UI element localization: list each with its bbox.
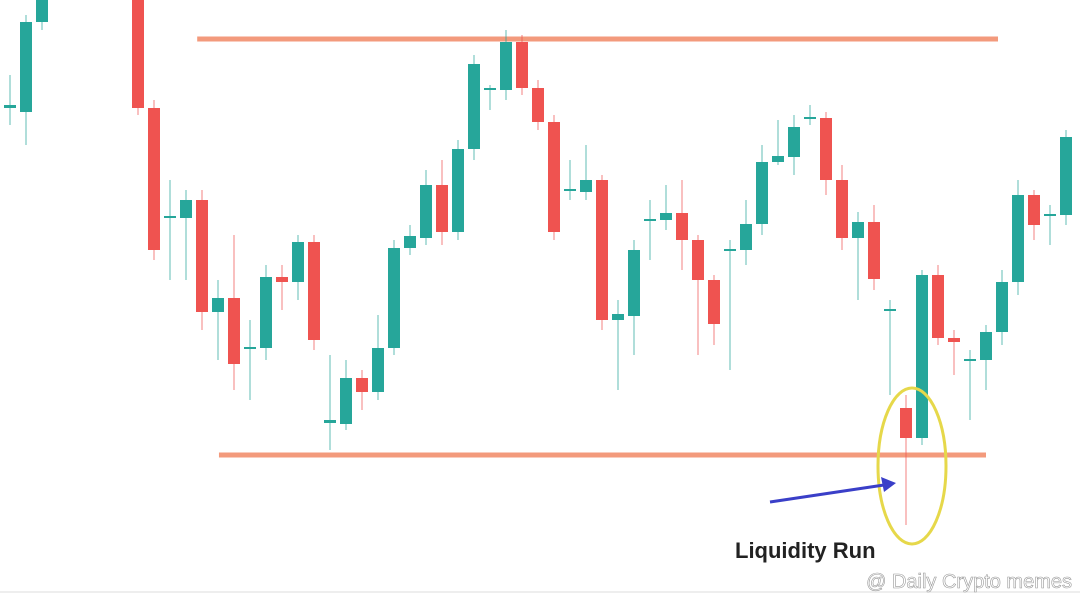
candle-body <box>1060 137 1072 215</box>
candle-body <box>340 378 352 424</box>
candle-body <box>148 108 160 250</box>
candle-body <box>612 314 624 320</box>
candle-body <box>548 122 560 232</box>
candle-body <box>980 332 992 360</box>
candle-body <box>132 0 144 108</box>
candle-body <box>772 156 784 162</box>
candle-body <box>788 127 800 157</box>
candle-body <box>964 359 976 361</box>
candle-body <box>196 200 208 312</box>
candle-body <box>372 348 384 392</box>
candle-body <box>404 236 416 248</box>
candle-body <box>420 185 432 238</box>
candle-body <box>532 88 544 122</box>
candle-body <box>900 408 912 438</box>
candle-body <box>180 200 192 218</box>
candle-body <box>676 213 688 240</box>
candle-body <box>228 298 240 364</box>
annotation: Liquidity Run <box>735 538 876 563</box>
candle-body <box>884 309 896 311</box>
candle-body <box>708 280 720 324</box>
candle-body <box>820 118 832 180</box>
candle-body <box>740 224 752 250</box>
candle-body <box>580 180 592 192</box>
candle-body <box>4 105 16 108</box>
candle-body <box>324 420 336 423</box>
candle-body <box>292 242 304 282</box>
candle-body <box>164 216 176 218</box>
candle-body <box>500 42 512 90</box>
candle-body <box>308 242 320 340</box>
candle-body <box>516 42 528 88</box>
candle-body <box>36 0 48 22</box>
candle-body <box>1044 214 1056 216</box>
candle-body <box>260 277 272 348</box>
candle-body <box>244 347 256 349</box>
candle-body <box>756 162 768 224</box>
candle-body <box>276 277 288 282</box>
candle-body <box>1012 195 1024 282</box>
candle-body <box>804 117 816 119</box>
candle-body <box>948 338 960 342</box>
candle-body <box>596 180 608 320</box>
candle-body <box>20 22 32 112</box>
candle-body <box>724 249 736 251</box>
candle-body <box>836 180 848 238</box>
highlight-ellipse <box>876 386 948 546</box>
candle-body <box>564 189 576 191</box>
candle-body <box>660 213 672 220</box>
levels <box>197 36 998 458</box>
candle-body <box>644 219 656 221</box>
candle-body <box>868 222 880 279</box>
arrow-shaft <box>769 483 885 504</box>
candle-body <box>692 240 704 280</box>
candle-body <box>212 298 224 312</box>
watermark: @ Daily Crypto memes <box>866 571 1072 593</box>
candle-body <box>388 248 400 348</box>
candle-body <box>468 64 480 149</box>
candles <box>4 0 1072 525</box>
candle-body <box>452 149 464 232</box>
candle-body <box>356 378 368 392</box>
candle-body <box>916 275 928 438</box>
candle-body <box>1028 195 1040 225</box>
candle-body <box>628 250 640 316</box>
candle-body <box>852 222 864 238</box>
candle-body <box>484 88 496 90</box>
arrow-head <box>881 477 896 492</box>
candle-body <box>996 282 1008 332</box>
candle-body <box>436 185 448 232</box>
candle-body <box>932 275 944 338</box>
